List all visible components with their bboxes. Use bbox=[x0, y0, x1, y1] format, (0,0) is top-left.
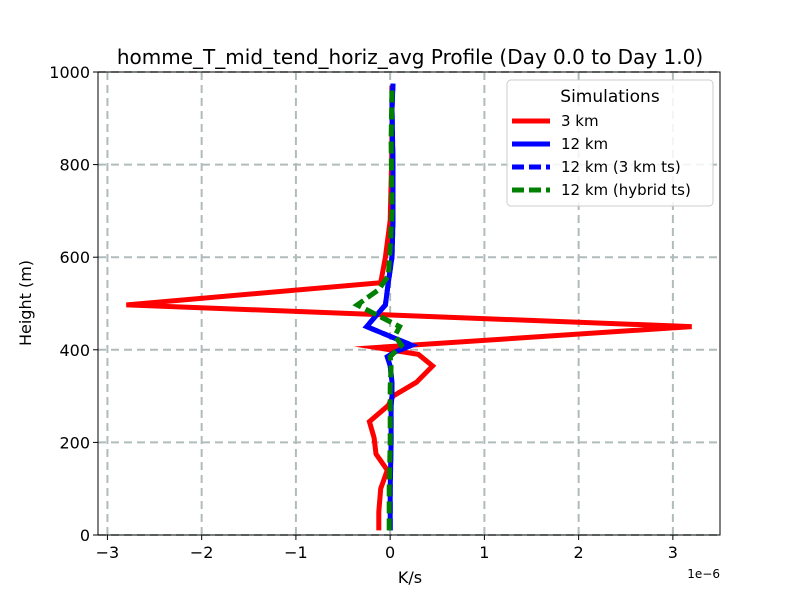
legend-box bbox=[506, 79, 714, 207]
y-tick-label: 1000 bbox=[49, 63, 90, 82]
legend: Simulations 3 km 12 km 12 km (3 km ts) 12 k… bbox=[506, 79, 714, 207]
x-tick-label: −1 bbox=[284, 543, 308, 562]
series-line-12-km-hybrid-ts bbox=[352, 85, 405, 531]
chart-title: homme_T_mid_tend_horiz_avg Profile (Day … bbox=[117, 45, 703, 69]
x-axis-ticks: −3 −2 −1 0 1 2 3 bbox=[96, 535, 678, 562]
legend-entries: 3 km 12 km 12 km (3 km ts) 12 km (hybrid ts… bbox=[512, 112, 691, 199]
legend-title: Simulations bbox=[560, 87, 660, 107]
y-axis-label: Height (m) bbox=[16, 260, 35, 346]
x-tick-label: 2 bbox=[574, 543, 584, 562]
x-tick-label: 1 bbox=[479, 543, 489, 562]
y-tick-label: 800 bbox=[59, 156, 90, 175]
series-line-12-km-3-km-ts bbox=[362, 83, 419, 531]
x-tick-label: 3 bbox=[668, 543, 678, 562]
legend-label: 3 km bbox=[561, 112, 599, 130]
y-tick-label: 400 bbox=[59, 341, 90, 360]
x-axis-label: K/s bbox=[398, 568, 422, 587]
x-tick-label: −3 bbox=[96, 543, 120, 562]
x-axis-scale-label: 1e−6 bbox=[687, 567, 720, 581]
y-tick-label: 0 bbox=[80, 526, 90, 545]
y-axis-ticks: 0 200 400 600 800 1000 bbox=[49, 63, 98, 545]
plot-frame bbox=[97, 71, 721, 536]
legend-label: 12 km bbox=[561, 135, 608, 153]
y-tick-label: 200 bbox=[59, 433, 90, 452]
legend-label: 12 km (hybrid ts) bbox=[561, 181, 691, 199]
series-lines bbox=[126, 83, 692, 531]
y-tick-label: 600 bbox=[59, 248, 90, 267]
x-tick-label: −2 bbox=[190, 543, 214, 562]
legend-label: 12 km (3 km ts) bbox=[561, 158, 681, 176]
x-tick-label: 0 bbox=[385, 543, 395, 562]
